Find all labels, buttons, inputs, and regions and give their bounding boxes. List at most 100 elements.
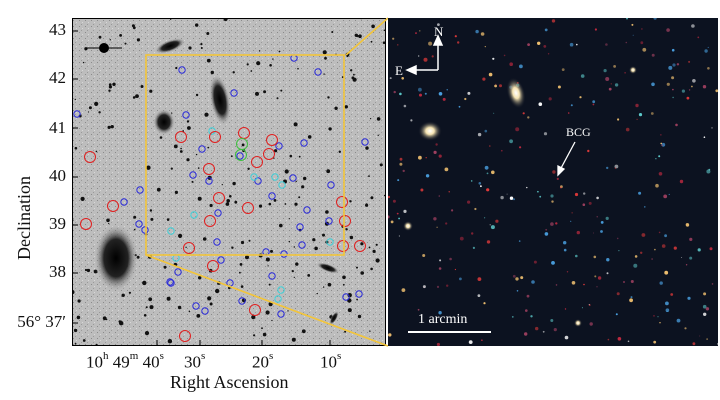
star bbox=[132, 96, 136, 99]
star bbox=[258, 50, 261, 52]
star bbox=[513, 198, 515, 201]
star bbox=[84, 268, 88, 272]
star bbox=[239, 271, 241, 274]
star bbox=[74, 146, 78, 150]
star bbox=[704, 49, 708, 53]
star bbox=[486, 172, 489, 175]
star bbox=[422, 285, 426, 289]
star bbox=[200, 47, 203, 49]
star bbox=[174, 190, 178, 194]
star bbox=[119, 34, 122, 37]
star bbox=[231, 246, 234, 249]
star bbox=[574, 192, 579, 197]
galaxy-marker bbox=[209, 131, 221, 143]
star bbox=[624, 72, 626, 74]
star bbox=[438, 195, 441, 197]
star bbox=[338, 150, 341, 153]
star bbox=[626, 18, 628, 20]
star bbox=[484, 217, 486, 219]
star bbox=[293, 276, 295, 278]
star bbox=[167, 339, 173, 344]
ra-tick-label: 10s bbox=[320, 350, 342, 372]
star bbox=[445, 222, 448, 225]
star bbox=[471, 232, 474, 235]
star bbox=[274, 149, 278, 153]
star bbox=[606, 272, 609, 275]
star bbox=[188, 46, 192, 50]
star bbox=[526, 294, 530, 298]
star bbox=[98, 111, 101, 114]
star bbox=[240, 240, 245, 245]
star bbox=[347, 308, 352, 313]
star bbox=[509, 139, 513, 144]
star bbox=[109, 39, 111, 41]
star bbox=[594, 28, 597, 31]
star bbox=[327, 96, 330, 99]
star bbox=[559, 186, 562, 189]
star bbox=[342, 283, 345, 286]
galaxy-marker bbox=[204, 215, 216, 227]
star bbox=[666, 310, 668, 312]
star bbox=[392, 37, 395, 40]
zoom-box bbox=[145, 54, 345, 256]
star bbox=[107, 125, 111, 129]
galaxy-marker bbox=[249, 304, 261, 316]
star bbox=[196, 314, 201, 318]
star bbox=[298, 155, 301, 158]
star bbox=[673, 246, 677, 250]
star bbox=[393, 90, 396, 94]
star bbox=[644, 206, 646, 208]
star bbox=[663, 194, 668, 199]
star bbox=[207, 146, 210, 149]
star bbox=[301, 329, 306, 334]
star bbox=[435, 143, 438, 146]
star bbox=[615, 313, 618, 316]
star bbox=[399, 157, 403, 161]
star bbox=[358, 34, 362, 38]
star bbox=[458, 105, 461, 108]
galaxy-marker bbox=[213, 238, 221, 246]
ra-tick-label: 30s bbox=[184, 350, 206, 372]
star bbox=[600, 230, 603, 233]
star bbox=[606, 258, 610, 262]
star bbox=[74, 98, 76, 101]
star bbox=[702, 85, 707, 89]
star bbox=[417, 308, 420, 311]
star bbox=[170, 18, 172, 20]
galaxy-marker bbox=[277, 286, 285, 294]
star bbox=[689, 237, 693, 241]
star bbox=[664, 270, 669, 275]
star bbox=[80, 196, 85, 201]
scale-bar-label: 1 arcmin bbox=[418, 312, 468, 327]
star bbox=[424, 92, 427, 95]
star bbox=[661, 144, 663, 146]
star bbox=[251, 315, 256, 320]
star bbox=[672, 96, 674, 99]
right-panel-image bbox=[388, 18, 718, 346]
star bbox=[544, 28, 548, 32]
star bbox=[457, 41, 460, 44]
star bbox=[488, 72, 493, 77]
star bbox=[623, 281, 625, 283]
star bbox=[588, 201, 592, 205]
star bbox=[401, 288, 406, 292]
star bbox=[159, 136, 163, 139]
galaxy-marker bbox=[280, 250, 288, 258]
star bbox=[390, 220, 394, 224]
star bbox=[535, 326, 539, 331]
galaxy-marker bbox=[208, 127, 216, 135]
galaxy-markers bbox=[73, 54, 369, 342]
star bbox=[312, 238, 316, 242]
star bbox=[287, 310, 289, 312]
star bbox=[372, 249, 376, 253]
star bbox=[594, 275, 597, 278]
star bbox=[150, 217, 154, 221]
star bbox=[475, 29, 479, 34]
star bbox=[542, 330, 545, 333]
star bbox=[481, 339, 483, 342]
star bbox=[489, 145, 491, 147]
star bbox=[377, 134, 379, 136]
star bbox=[697, 248, 701, 252]
